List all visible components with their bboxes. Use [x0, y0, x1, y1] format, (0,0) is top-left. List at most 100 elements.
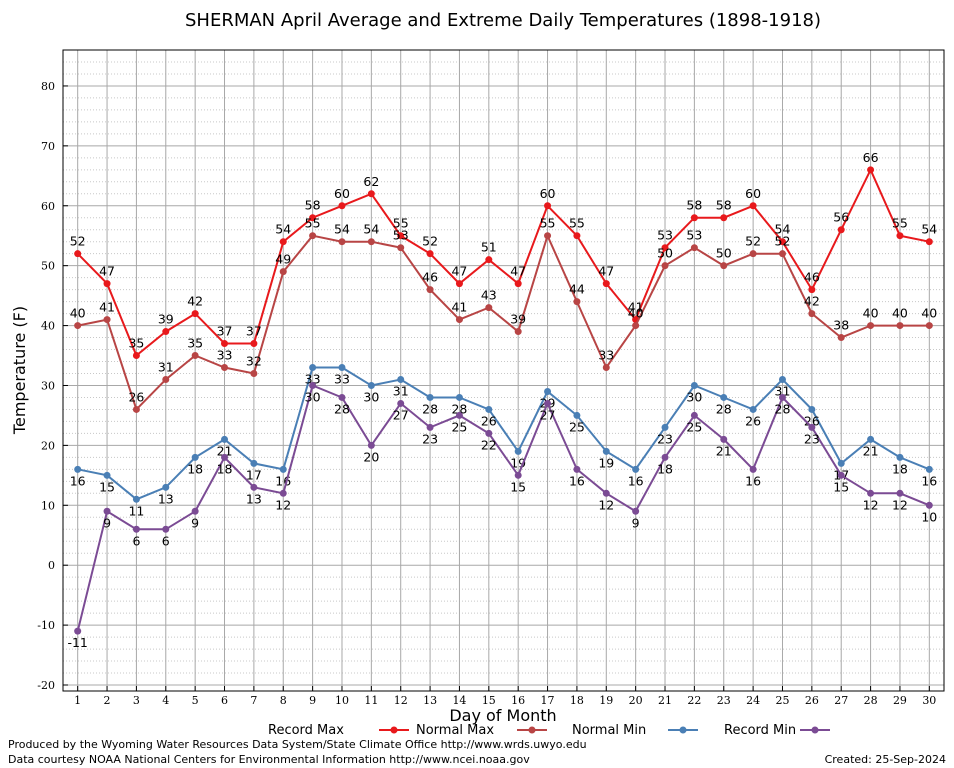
data-label-normal-max: 49: [275, 252, 291, 267]
data-label-normal-max: 31: [158, 359, 174, 374]
data-point-normal-min: [661, 423, 669, 431]
data-point-normal-max: [720, 262, 728, 270]
data-label-normal-max: 41: [451, 300, 467, 315]
data-label-normal-min: 18: [187, 461, 203, 476]
x-tick-label: 6: [221, 694, 228, 707]
data-point-normal-min: [221, 435, 229, 443]
x-tick-label: 8: [280, 694, 287, 707]
y-tick-label: -10: [37, 619, 55, 632]
data-point-record-min: [778, 393, 786, 401]
data-point-record-max: [837, 226, 845, 234]
data-point-record-min: [896, 489, 904, 497]
legend-item-record-min: Record Min: [724, 723, 830, 738]
data-point-record-min: [514, 471, 522, 479]
data-point-normal-min: [632, 465, 640, 473]
x-axis-ticks: 1 2 3 4 5 6 7 8 9 10 11 12 13 14 15 16 17 18 19 20 21 22 23 24 2…: [74, 686, 936, 707]
data-point-record-min: [632, 507, 640, 515]
data-point-record-min: [367, 441, 375, 449]
data-label-record-max: 60: [745, 186, 761, 201]
data-point-record-max: [602, 280, 610, 288]
legend-marker-record-max: [390, 726, 398, 734]
data-point-record-min: [191, 507, 199, 515]
data-label-normal-min: 16: [628, 473, 644, 488]
data-point-normal-max: [132, 405, 140, 413]
y-tick-label: 30: [41, 379, 55, 392]
data-label-record-max: 58: [686, 198, 702, 213]
x-tick-label: 5: [192, 694, 199, 707]
data-label-record-max: 62: [363, 174, 379, 189]
x-tick-label: 19: [599, 694, 613, 707]
data-label-record-max: 56: [833, 210, 849, 225]
data-point-normal-max: [221, 364, 229, 372]
data-label-record-min: 12: [863, 497, 879, 512]
data-point-record-max: [573, 232, 581, 240]
data-label-record-max: 52: [70, 234, 86, 249]
data-point-record-max: [925, 238, 933, 246]
data-point-normal-max: [279, 268, 287, 276]
data-label-record-min: 10: [921, 509, 937, 524]
footer-producer: Produced by the Wyoming Water Resources …: [8, 738, 587, 751]
data-label-normal-max: 50: [716, 246, 732, 261]
data-label-normal-min: 13: [158, 491, 174, 506]
data-label-record-min: 25: [686, 419, 702, 434]
data-label-normal-min: 28: [451, 401, 467, 416]
data-label-record-max: 58: [716, 198, 732, 213]
legend-label-normal-min: Normal Min: [572, 723, 646, 738]
data-label-record-min: 15: [833, 479, 849, 494]
data-point-record-min: [485, 429, 493, 437]
series-line-record-max: [76, 167, 930, 358]
data-label-record-min: 6: [132, 533, 140, 548]
data-label-record-max: 46: [804, 270, 820, 285]
footer-created: Created: 25-Sep-2024: [825, 753, 946, 766]
data-point-normal-min: [132, 495, 140, 503]
data-point-normal-min: [690, 381, 698, 389]
data-label-normal-min: 18: [892, 461, 908, 476]
data-label-normal-max: 52: [775, 234, 791, 249]
data-label-normal-max: 53: [686, 228, 702, 243]
x-tick-label: 10: [335, 694, 349, 707]
series-line-record-min: [76, 384, 930, 632]
legend-label-record-min: Record Min: [724, 723, 796, 738]
series-record-max: 52 47 35 39 42 37 37 54 58 60 62 55 52 47 51 47 60 55 47 41…: [70, 150, 937, 360]
data-point-record-max: [690, 214, 698, 222]
data-point-normal-max: [74, 322, 82, 330]
data-label-record-max: 54: [275, 222, 291, 237]
data-label-record-min: 9: [191, 515, 199, 530]
data-point-normal-min: [749, 405, 757, 413]
legend-marker-record-min: [811, 726, 819, 734]
data-point-record-max: [250, 340, 258, 348]
data-point-normal-max: [309, 232, 317, 240]
data-point-normal-min: [573, 411, 581, 419]
x-tick-label: 22: [687, 694, 701, 707]
x-tick-label: 30: [922, 694, 936, 707]
data-label-normal-max: 40: [863, 306, 879, 321]
data-label-normal-min: 33: [334, 372, 350, 387]
footer-courtesy: Data courtesy NOAA National Centers for …: [8, 753, 530, 766]
data-label-normal-max: 50: [657, 246, 673, 261]
y-axis-label: Temperature (F): [10, 306, 29, 435]
data-label-record-min: 30: [305, 389, 321, 404]
data-label-normal-min: 28: [716, 401, 732, 416]
data-point-normal-max: [573, 298, 581, 306]
data-point-record-min: [867, 489, 875, 497]
data-label-record-min: 22: [481, 437, 497, 452]
x-tick-label: 13: [423, 694, 437, 707]
data-point-normal-max: [397, 244, 405, 252]
legend-label-record-max: Record Max: [268, 723, 344, 738]
plot-frame: [62, 49, 945, 692]
data-point-normal-max: [338, 238, 346, 246]
series-line-normal-min: [77, 366, 930, 501]
x-tick-label: 29: [893, 694, 907, 707]
data-point-record-min: [250, 483, 258, 491]
data-point-record-min: [573, 465, 581, 473]
y-axis-ticks: -20 -10 0 10 20 30 40 50 60 70 80: [37, 80, 68, 692]
data-point-record-max: [221, 340, 229, 348]
x-tick-label: 17: [541, 694, 555, 707]
data-label-record-min: 23: [804, 431, 820, 446]
data-label-normal-min: 30: [363, 389, 379, 404]
data-label-normal-min: 21: [217, 443, 233, 458]
data-label-record-min: 27: [393, 407, 409, 422]
data-point-record-max: [808, 286, 816, 294]
